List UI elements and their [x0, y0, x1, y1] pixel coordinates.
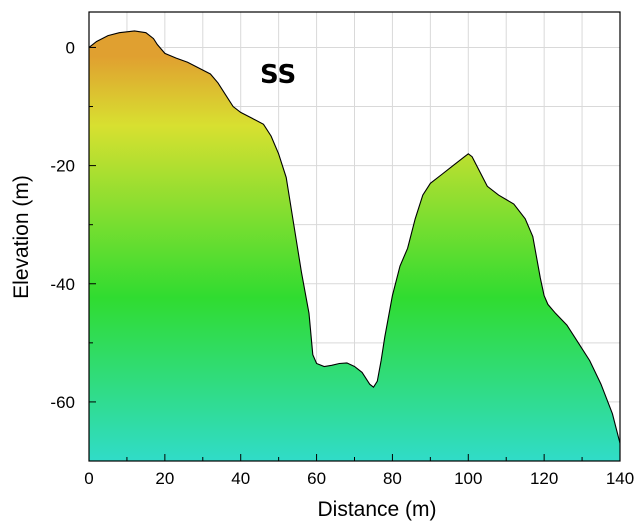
- elevation-line: [88, 30, 621, 444]
- tick-marks: [88, 46, 621, 461]
- x-tick-label: 80: [383, 469, 402, 488]
- y-tick-label: -20: [50, 157, 75, 176]
- x-tick-labels: 0 20 40 60 80 100 120 140: [84, 469, 634, 488]
- y-tick-label: -60: [50, 393, 75, 412]
- y-axis-label: Elevation (m): [10, 175, 33, 299]
- x-tick-label: 40: [231, 469, 250, 488]
- chart-annotation: SS: [260, 60, 296, 90]
- x-tick-label: 60: [307, 469, 326, 488]
- x-axis-label: Distance (m): [317, 498, 436, 521]
- x-tick-label: 0: [84, 469, 93, 488]
- y-tick-labels: 0 -20 -40 -60: [50, 38, 75, 411]
- y-tick-label: -40: [50, 275, 75, 294]
- x-tick-label: 140: [606, 469, 634, 488]
- x-tick-label: 120: [530, 469, 558, 488]
- elevation-area: [89, 30, 620, 462]
- x-tick-label: 20: [155, 469, 174, 488]
- x-tick-label: 100: [454, 469, 482, 488]
- y-tick-label: 0: [66, 38, 75, 57]
